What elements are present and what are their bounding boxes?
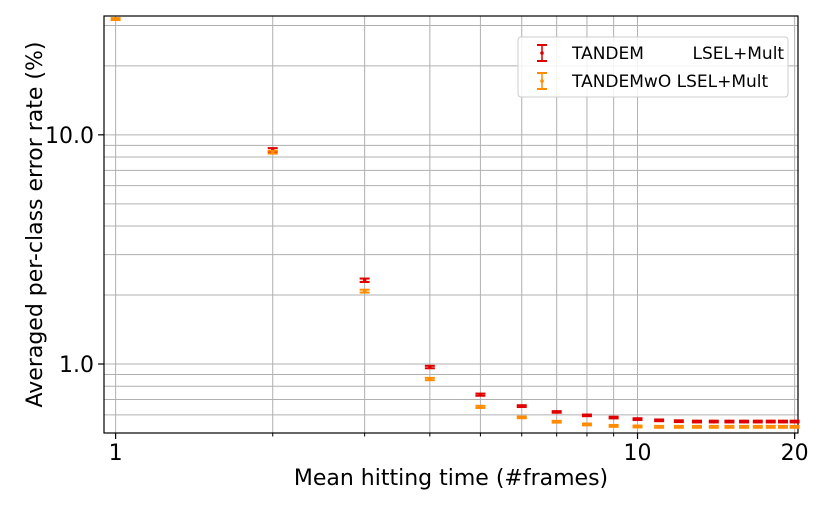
legend-box (517, 36, 789, 98)
data-point (519, 404, 524, 408)
legend-marker (540, 51, 544, 55)
data-point (478, 405, 483, 409)
legend-entry: TANDEM LSEL+Mult (537, 44, 784, 64)
data-point (742, 425, 746, 429)
data-point (711, 419, 716, 424)
legend-label: TANDEMwO LSEL+Mult (571, 72, 768, 92)
series-tandem (267, 147, 800, 424)
data-point (554, 410, 559, 414)
data-point (428, 365, 432, 369)
x-tick-label: 10 (624, 441, 652, 466)
data-point (611, 424, 616, 428)
data-marks (110, 17, 800, 429)
legend-marker (540, 79, 544, 83)
y-tick-label: 1.0 (59, 353, 94, 378)
data-point (781, 419, 785, 424)
data-point (519, 415, 524, 420)
plot-frame (103, 15, 799, 434)
legend-entry: TANDEMwO LSEL+Mult (537, 72, 768, 92)
data-point (635, 424, 640, 429)
data-point (113, 17, 118, 21)
data-point (657, 425, 661, 429)
data-point (362, 289, 367, 293)
data-point (611, 415, 616, 420)
data-point (695, 425, 699, 429)
axis-ticks: 1 10 20 1.0 10.0 (45, 124, 809, 466)
data-point (554, 419, 559, 424)
data-point (478, 392, 483, 397)
x-tick-label: 1 (109, 441, 123, 466)
legend-label: TANDEM LSEL+Mult (571, 44, 784, 64)
data-point (428, 377, 432, 381)
data-point (792, 425, 797, 429)
data-point (585, 413, 589, 418)
data-point (727, 425, 732, 429)
data-point (657, 418, 661, 423)
data-point (711, 425, 716, 429)
data-point (677, 419, 681, 423)
data-point (768, 425, 773, 429)
data-point (781, 425, 785, 429)
data-point (755, 425, 760, 429)
data-point (677, 425, 681, 429)
data-point (755, 419, 760, 424)
data-point (727, 419, 732, 424)
grid-lines (104, 16, 798, 434)
data-point (792, 419, 797, 424)
x-tick-label: 20 (781, 441, 809, 466)
data-point (270, 150, 275, 154)
y-tick-label: 10.0 (45, 124, 94, 149)
data-point (695, 419, 699, 424)
series-tandemwo (110, 17, 800, 429)
data-point (585, 422, 589, 427)
data-point (635, 417, 640, 421)
y-axis-label: Averaged per-class error rate (%) (23, 42, 48, 408)
data-point (362, 278, 367, 283)
x-axis-label: Mean hitting time (#frames) (294, 466, 608, 491)
data-point (768, 419, 773, 424)
data-point (742, 419, 746, 424)
legend: TANDEM LSEL+Mult TANDEMwO LSEL+Mult (517, 36, 789, 98)
